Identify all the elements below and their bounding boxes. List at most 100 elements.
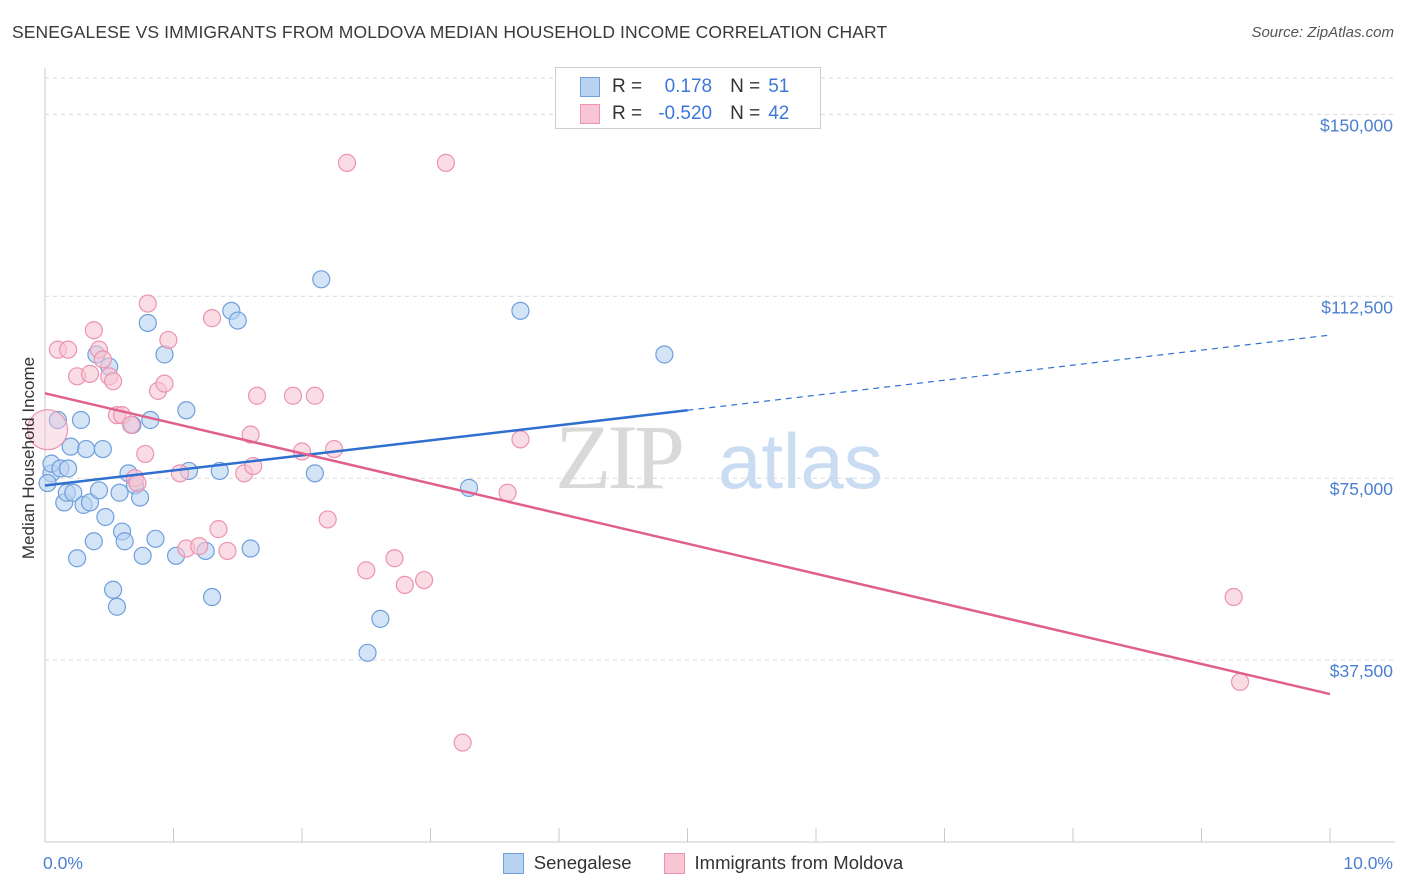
moldova-point (337, 153, 357, 172)
senegalese-trend-extension (687, 334, 1331, 411)
moldova-point (128, 473, 147, 493)
moldova-point (155, 374, 174, 393)
series-legend: Senegalese Immigrants from Moldova (0, 852, 1406, 874)
moldova-point (395, 575, 414, 595)
moldova-point (414, 570, 434, 590)
moldova-point (357, 561, 376, 580)
senegalese-point (38, 473, 57, 493)
senegalese-point (146, 529, 165, 548)
senegalese-point (371, 609, 390, 628)
senegalese-swatch (580, 77, 600, 97)
moldova-point (511, 430, 530, 449)
senegalese-point (138, 313, 157, 333)
legend-row-senegalese: R = 0.178 N = 51 (580, 74, 789, 100)
moldova-n-value: 42 (768, 103, 790, 124)
senegalese-point (115, 532, 134, 551)
senegalese-point (241, 539, 260, 558)
moldova-point (26, 409, 69, 451)
chart-title: SENEGALESE VS IMMIGRANTS FROM MOLDOVA ME… (12, 22, 888, 42)
moldova-point (136, 444, 155, 464)
watermark-zip: ZIP (555, 406, 682, 508)
moldova-point (202, 309, 222, 328)
legend-item-moldova: Immigrants from Moldova (663, 852, 904, 874)
correlation-legend: R = 0.178 N = 51 R = -0.520 N = 42 (555, 67, 821, 129)
moldova-point (305, 386, 324, 405)
moldova-legend-label: Immigrants from Moldova (694, 852, 904, 873)
senegalese-point (59, 459, 78, 478)
legend-item-senegalese: Senegalese (502, 852, 632, 874)
trend-lines (44, 334, 1331, 696)
moldova-point (498, 483, 517, 502)
r-label: R = (612, 103, 643, 124)
senegalese-point (358, 643, 377, 662)
senegalese-point (71, 410, 91, 430)
moldova-point (84, 321, 103, 340)
senegalese-point (110, 483, 129, 502)
moldova-point (318, 510, 337, 529)
moldova-swatch (580, 104, 600, 124)
moldova-point (241, 425, 260, 444)
n-label: N = (730, 76, 761, 97)
senegalese-point (89, 481, 109, 500)
senegalese-legend-label: Senegalese (533, 852, 632, 873)
moldova-point (247, 386, 267, 405)
senegalese-point (305, 464, 324, 483)
senegalese-point (96, 507, 115, 527)
axes (44, 68, 1395, 843)
senegalese-point (84, 532, 103, 551)
moldova-point (325, 439, 344, 459)
senegalese-point (77, 439, 96, 459)
moldova-point (80, 364, 100, 383)
senegalese-point (202, 587, 222, 607)
moldova-point (190, 537, 209, 556)
y-tick-label: $75,000 (1330, 479, 1394, 499)
senegalese-trend-line (44, 409, 688, 487)
senegalese-legend-swatch (502, 852, 524, 874)
r-label: R = (612, 76, 643, 97)
moldova-point (436, 153, 456, 172)
senegalese-point (312, 270, 331, 289)
x-tick-label: 10.0% (1343, 853, 1393, 873)
source-label: Source: ZipAtlas.com (1251, 24, 1394, 41)
senegalese-point (177, 401, 196, 420)
senegalese-point (93, 439, 112, 459)
legend-row-moldova: R = -0.520 N = 42 (580, 101, 789, 127)
moldova-point (283, 386, 303, 405)
moldova-point (453, 733, 472, 752)
senegalese-point (68, 549, 87, 568)
moldova-r-value: -0.520 (658, 103, 713, 124)
moldova-point (1230, 672, 1250, 692)
watermark-atlas: atlas (718, 417, 883, 505)
moldova-point (170, 464, 190, 483)
data-points (26, 153, 1250, 752)
moldova-point (218, 541, 237, 561)
moldova-point (159, 330, 178, 350)
y-tick-label: $112,500 (1321, 297, 1393, 317)
senegalese-point (80, 493, 100, 512)
moldova-legend-swatch (663, 852, 685, 874)
moldova-point (209, 520, 228, 539)
moldova-point (93, 350, 112, 369)
x-tick-label: 0.0% (43, 853, 83, 873)
moldova-point (104, 372, 123, 391)
tick-labels: $37,500 $75,000 $112,500 $150,000 0.0% 10.0% (43, 115, 1393, 873)
y-tick-label: $37,500 (1330, 661, 1394, 681)
grid-lines (45, 77, 1395, 661)
senegalese-r-value: 0.178 (664, 76, 713, 97)
moldova-point (1224, 587, 1243, 607)
moldova-trend-line (44, 392, 1331, 696)
senegalese-point (107, 597, 127, 616)
y-tick-label: $150,000 (1320, 115, 1393, 135)
n-label: N = (730, 103, 761, 124)
senegalese-point (64, 483, 83, 502)
moldova-point (138, 294, 157, 313)
moldova-point (59, 340, 78, 359)
moldova-point (385, 549, 404, 568)
senegalese-point (104, 580, 123, 599)
senegalese-point (655, 345, 674, 364)
senegalese-point (511, 301, 530, 320)
senegalese-point (133, 546, 152, 565)
watermark: ZIP atlas (555, 406, 883, 508)
senegalese-n-value: 51 (768, 76, 790, 97)
